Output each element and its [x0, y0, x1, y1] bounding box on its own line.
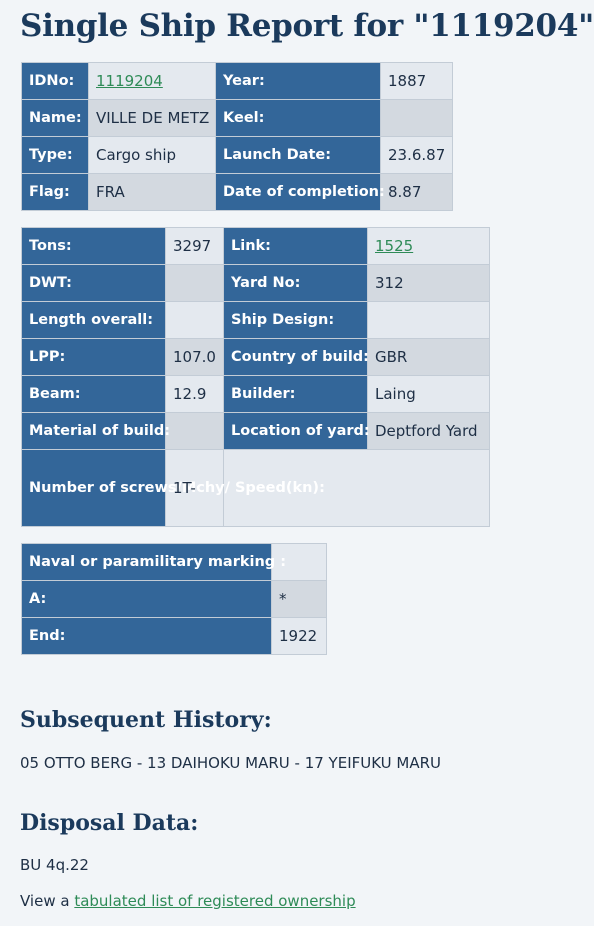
dwt-label: DWT: — [21, 264, 166, 302]
launch-date-value: 23.6.87 — [380, 136, 453, 174]
flag-label: Flag: — [21, 173, 89, 211]
ship-design-label: Ship Design: — [223, 301, 368, 339]
screws-speed-label: Number of screws/Mchy/ Speed(kn): — [21, 449, 325, 527]
disposal-data-heading: Disposal Data: — [20, 810, 199, 836]
link-label: Link: — [223, 227, 368, 265]
builder-label: Builder: — [223, 375, 368, 413]
subsequent-history-text: 05 OTTO BERG - 13 DAIHOKU MARU - 17 YEIF… — [20, 754, 442, 772]
completion-date-label: Date of completion: — [215, 173, 385, 211]
year-label: Year: — [215, 62, 381, 100]
subsequent-history-heading: Subsequent History: — [20, 707, 272, 733]
country-of-build-label: Country of build: — [223, 338, 369, 376]
launch-date-label: Launch Date: — [215, 136, 381, 174]
lpp-label: LPP: — [21, 338, 166, 376]
yard-no-value: 312 — [367, 264, 490, 302]
end-value: 1922 — [271, 617, 327, 655]
page-title: Single Ship Report for "1119204" — [20, 8, 594, 44]
link-value-link[interactable]: 1525 — [375, 237, 414, 255]
lpp-value: 107.0 — [165, 338, 224, 376]
type-label: Type: — [21, 136, 89, 174]
a-label: A: — [21, 580, 272, 618]
ownership-list-link[interactable]: tabulated list of registered ownership — [74, 892, 356, 910]
year-value: 1887 — [380, 62, 453, 100]
tons-label: Tons: — [21, 227, 166, 265]
yard-no-label: Yard No: — [223, 264, 368, 302]
naval-marking-label: Naval or paramilitary marking : — [21, 543, 286, 581]
flag-value: FRA — [88, 173, 216, 211]
material-of-build-label: Material of build: — [21, 412, 170, 450]
name-label: Name: — [21, 99, 89, 137]
idno-label: IDNo: — [21, 62, 89, 100]
builder-value: Laing — [367, 375, 490, 413]
ownership-line: View a tabulated list of registered owne… — [20, 892, 356, 910]
location-of-yard-value: Deptford Yard — [367, 412, 490, 450]
beam-value: 12.9 — [165, 375, 224, 413]
disposal-data-text: BU 4q.22 — [20, 856, 89, 874]
markings-table: Naval or paramilitary marking : A: * End… — [21, 543, 327, 655]
screws-speed-value: 1T- — [165, 449, 224, 527]
length-overall-value — [165, 301, 224, 339]
beam-label: Beam: — [21, 375, 166, 413]
keel-label: Keel: — [215, 99, 381, 137]
name-value: VILLE DE METZ — [88, 99, 216, 137]
empty-cell — [223, 449, 490, 527]
naval-marking-value — [271, 543, 327, 581]
ownership-prefix: View a — [20, 892, 75, 910]
idno-link[interactable]: 1119204 — [96, 72, 163, 90]
length-overall-label: Length overall: — [21, 301, 166, 339]
location-of-yard-label: Location of yard: — [223, 412, 370, 450]
ship-details-table: Tons: 3297 Link: 1525 DWT: Yard No: 312 … — [21, 227, 490, 527]
tons-value: 3297 — [165, 227, 224, 265]
material-of-build-value — [165, 412, 224, 450]
completion-date-value: 8.87 — [380, 173, 453, 211]
end-label: End: — [21, 617, 272, 655]
a-value: * — [271, 580, 327, 618]
ship-design-value — [367, 301, 490, 339]
type-value: Cargo ship — [88, 136, 216, 174]
ship-basic-table: IDNo: 1119204 Year: 1887 Name: VILLE DE … — [21, 62, 453, 211]
keel-value — [380, 99, 453, 137]
dwt-value — [165, 264, 224, 302]
country-of-build-value: GBR — [367, 338, 490, 376]
